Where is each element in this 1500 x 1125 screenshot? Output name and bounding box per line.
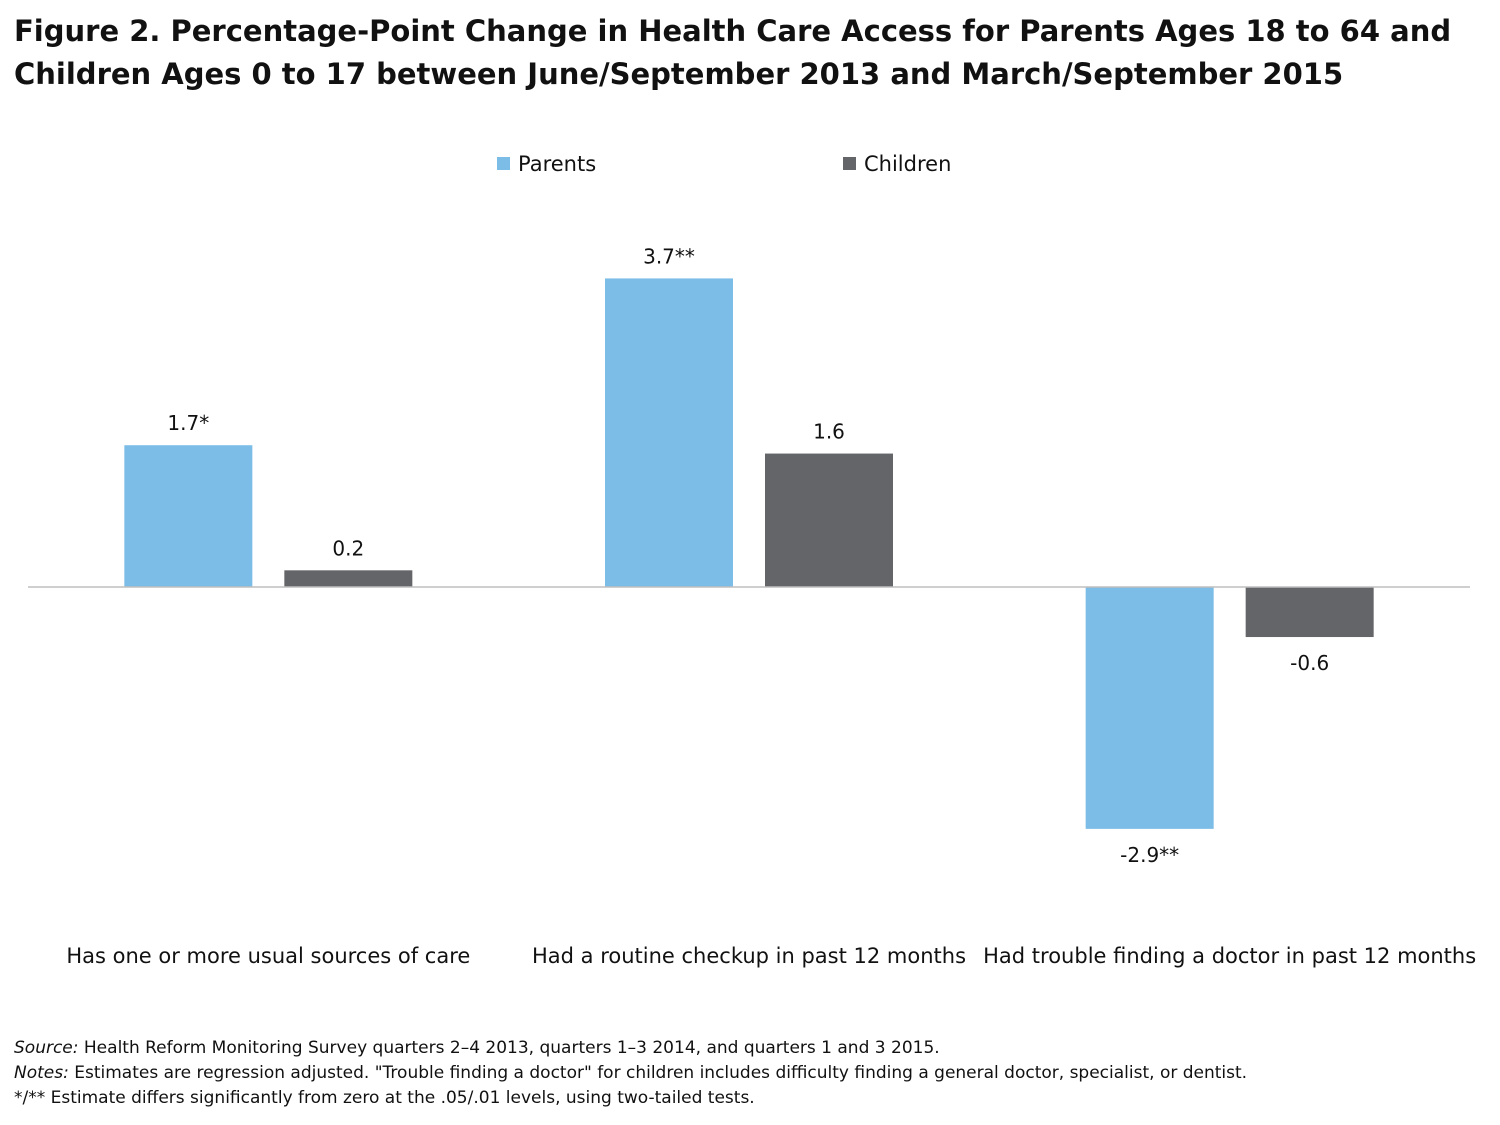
value-label-children-1: 0.2 xyxy=(332,536,364,560)
legend-label-children: Children xyxy=(864,152,951,176)
category-label-2: Had a routine checkup in past 12 months xyxy=(532,944,966,968)
value-label-parents-3: -2.9** xyxy=(1120,843,1179,867)
legend-item-parents: Parents xyxy=(497,152,596,176)
legend-item-children: Children xyxy=(843,152,951,176)
value-label-children-2: 1.6 xyxy=(813,420,845,444)
bars-group xyxy=(124,278,1374,829)
bar-parents-1 xyxy=(124,445,253,587)
legend-label-parents: Parents xyxy=(518,152,596,176)
notes-text: Estimates are regression adjusted. "Trou… xyxy=(68,1063,1248,1083)
legend-swatch-children xyxy=(843,157,856,170)
category-label-3: Had trouble finding a doctor in past 12 … xyxy=(983,944,1476,968)
significance-note: */** Estimate differs significantly from… xyxy=(14,1088,755,1108)
category-labels-group: Has one or more usual sources of care Had… xyxy=(66,944,1476,968)
value-label-parents-2: 3.7** xyxy=(643,244,695,268)
chart-notes: Source: Health Reform Monitoring Survey … xyxy=(14,1036,1484,1111)
source-note: Source: Health Reform Monitoring Survey … xyxy=(14,1036,1484,1061)
notes-note: Notes: Estimates are regression adjusted… xyxy=(14,1061,1484,1086)
legend: Parents Children xyxy=(497,152,951,176)
legend-swatch-parents xyxy=(497,157,510,170)
source-text: Health Reform Monitoring Survey quarters… xyxy=(78,1038,940,1058)
bar-children-1 xyxy=(284,570,413,587)
chart-title: Figure 2. Percentage-Point Change in Hea… xyxy=(14,14,1452,91)
bar-chart: Parents Children 1.7* 0.2 3.7** 1.6 -2.9** -0.… xyxy=(28,152,1476,968)
category-label-1: Has one or more usual sources of care xyxy=(66,944,470,968)
bar-parents-3 xyxy=(1085,587,1214,829)
notes-lead: Notes: xyxy=(14,1063,69,1083)
value-labels-group: 1.7* 0.2 3.7** 1.6 -2.9** -0.6 xyxy=(167,244,1329,866)
source-lead: Source: xyxy=(14,1038,79,1058)
bar-children-2 xyxy=(765,453,893,587)
value-label-children-3: -0.6 xyxy=(1290,651,1329,675)
value-label-parents-1: 1.7* xyxy=(167,411,209,435)
bar-parents-2 xyxy=(605,278,733,587)
bar-children-3 xyxy=(1245,587,1374,638)
